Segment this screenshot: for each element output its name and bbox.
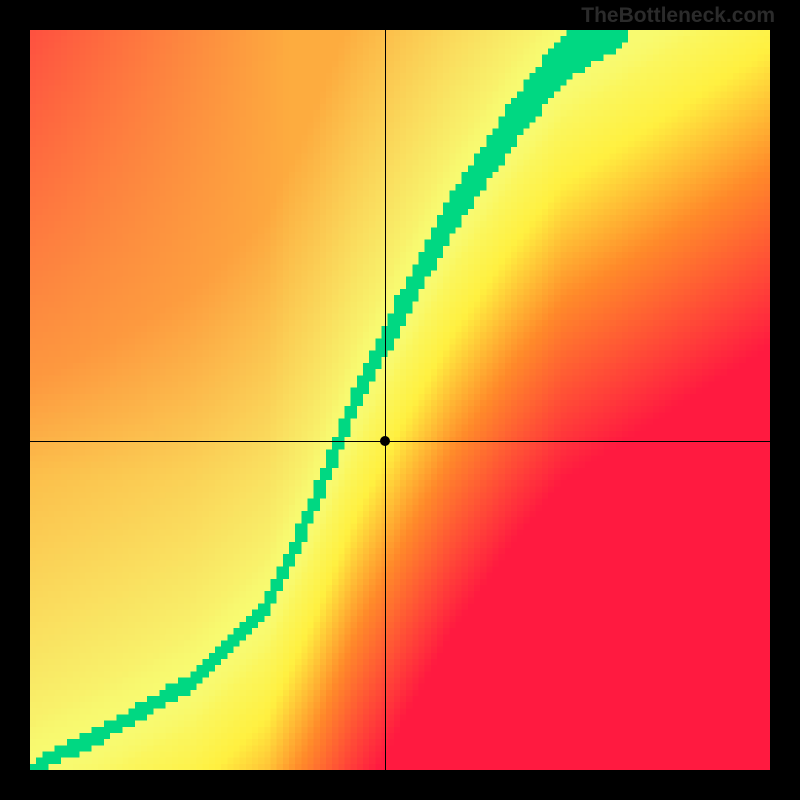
crosshair-vertical: [385, 30, 386, 770]
watermark-text: TheBottleneck.com: [581, 4, 775, 28]
heatmap-canvas: [30, 30, 770, 770]
crosshair-horizontal: [30, 441, 770, 442]
plot-area: [30, 30, 770, 770]
marker-dot: [380, 436, 390, 446]
